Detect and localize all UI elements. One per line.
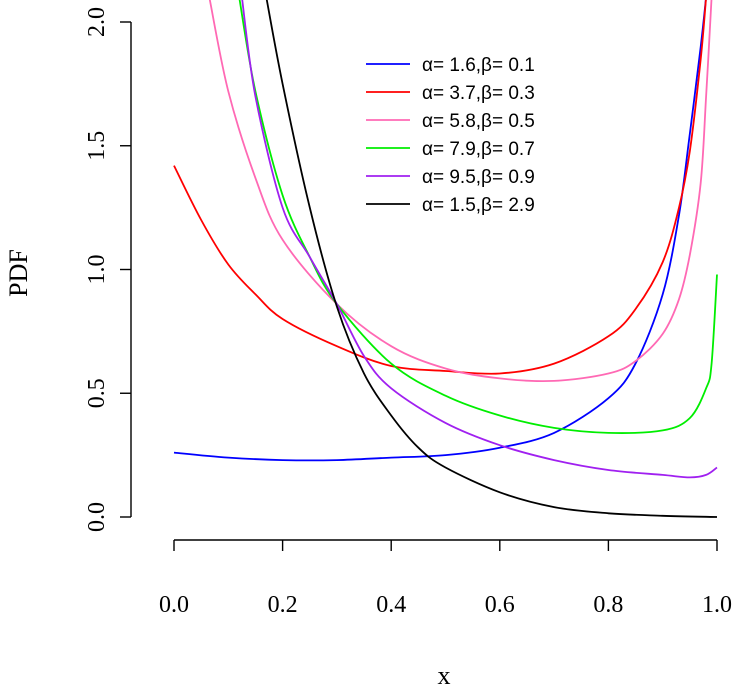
legend-label: α= 1.6,β= 0.1 — [422, 55, 535, 76]
y-tick-label: 0.5 — [84, 378, 110, 408]
legend-label: α= 1.5,β= 2.9 — [422, 195, 535, 216]
x-tick-label: 0.2 — [268, 592, 298, 618]
legend-label: α= 5.8,β= 0.5 — [422, 111, 535, 132]
x-tick-label: 0.8 — [593, 592, 623, 618]
series-line-2 — [173, 0, 707, 375]
x-tick-label: 0.4 — [376, 592, 406, 618]
axes-layer: 0.0 0.2 0.4 0.6 0.8 1.0 0.0 0.5 1.0 1.5 2.0 — [84, 7, 732, 618]
y-tick-label: 0.0 — [84, 502, 110, 532]
x-axis-title: x — [438, 661, 451, 690]
y-tick-label: 2.0 — [84, 7, 110, 37]
y-axis-title: PDF — [4, 249, 33, 297]
series-line-5 — [241, 0, 718, 479]
series-line-1 — [173, 0, 707, 462]
x-tick-label: 0.0 — [159, 592, 189, 618]
y-tick-label: 1.0 — [84, 255, 110, 285]
legend-label: α= 9.5,β= 0.9 — [422, 167, 535, 188]
legend-label: α= 3.7,β= 0.3 — [422, 83, 535, 104]
x-tick-label: 0.6 — [485, 592, 515, 618]
legend: α= 1.6,β= 0.1 α= 3.7,β= 0.3 α= 5.8,β= 0.5 α… — [366, 55, 535, 216]
x-tick-label: 1.0 — [702, 592, 732, 618]
legend-label: α= 7.9,β= 0.7 — [422, 139, 535, 160]
y-tick-label: 1.5 — [84, 131, 110, 161]
series-layer — [173, 0, 718, 518]
series-line-4 — [238, 0, 718, 434]
series-line-6 — [265, 0, 718, 518]
series-line-3 — [208, 0, 713, 383]
